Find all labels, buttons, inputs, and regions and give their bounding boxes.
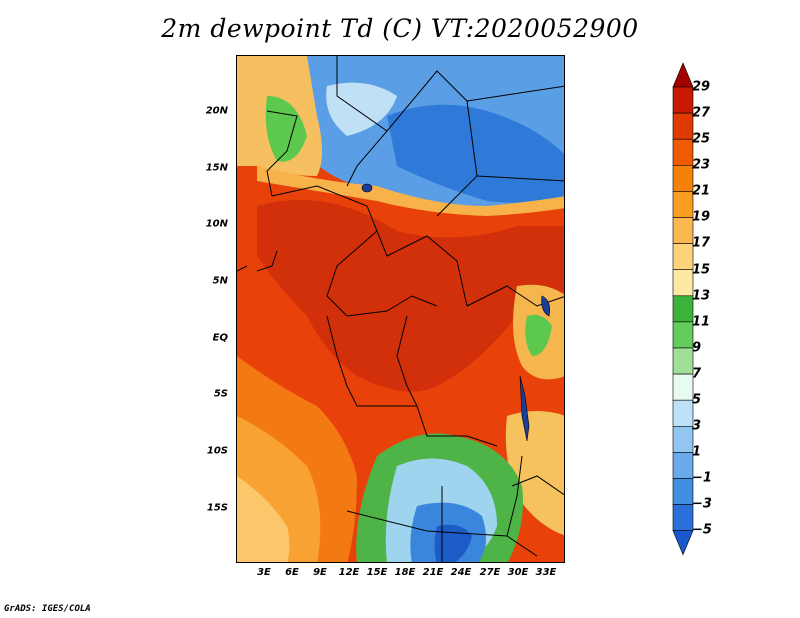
lat-tick-label: 20N [205, 105, 228, 117]
pale-blue-region [326, 82, 397, 136]
colorbar-label: 13 [692, 288, 711, 304]
lat-tick-label: 15S [206, 502, 228, 514]
colorbar-label: 29 [692, 79, 711, 95]
colorbar-segment [672, 295, 694, 323]
colorbar-segment [672, 112, 694, 140]
colorbar-label: 9 [692, 340, 702, 356]
colorbar-label: 3 [692, 418, 702, 434]
lat-tick-label: 10S [206, 445, 228, 457]
colorbar-segment [672, 191, 694, 218]
lakes [361, 183, 550, 442]
lon-tick-label: 27E [479, 567, 501, 578]
colorbar-segment [672, 399, 694, 427]
colorbar-label: 19 [692, 209, 711, 225]
lon-tick-label: 12E [338, 567, 360, 578]
colorbar-segment [672, 373, 694, 401]
colorbar-label: −3 [692, 496, 712, 512]
colorbar-label: 5 [692, 392, 702, 408]
lon-tick-label: 30E [507, 567, 529, 578]
colorbar-label: 23 [692, 157, 711, 173]
dewpoint-map [236, 55, 565, 563]
colorbar-segment [672, 452, 694, 479]
credit-text: GrADS: IGES/COLA [4, 604, 91, 614]
colorbar-top-arrow [672, 62, 694, 88]
colorbar-label: −1 [692, 470, 712, 486]
lat-tick-label: 10N [205, 218, 228, 230]
lat-tick-label: 5N [212, 275, 228, 287]
colorbar-label: 11 [692, 314, 711, 330]
lon-tick-label: 3E [257, 567, 271, 578]
lon-tick-label: 6E [285, 567, 299, 578]
colorbar-segment [672, 478, 694, 505]
southern-driest-core [434, 524, 472, 562]
country-borders [237, 56, 564, 562]
colorbar-label: 15 [692, 262, 711, 278]
colorbar-label: 17 [692, 235, 711, 251]
lon-tick-label: 18E [394, 567, 416, 578]
se-moist-region [505, 411, 564, 536]
sahel-transition [257, 166, 564, 216]
lon-tick-label: 24E [450, 567, 472, 578]
colorbar-segment [672, 425, 694, 453]
colorbar [672, 62, 694, 556]
colorbar-segment [672, 504, 694, 532]
colorbar-label: 27 [692, 105, 711, 121]
pale-band [237, 476, 290, 562]
colorbar-segment [672, 217, 694, 244]
lat-tick-label: 5S [213, 388, 228, 400]
colorbar-segment [672, 86, 694, 114]
chart-title: 2m dewpoint Td (C) VT:2020052900 [161, 14, 639, 43]
colorbar-segment [672, 321, 694, 349]
colorbar-segment [672, 347, 694, 375]
colorbar-label: −5 [692, 522, 712, 538]
lon-tick-label: 33E [535, 567, 557, 578]
lat-tick-label: 15N [205, 162, 228, 174]
dewpoint-field [237, 56, 564, 562]
colorbar-segment [672, 165, 694, 192]
colorbar-label: 21 [692, 183, 711, 199]
lon-tick-label: 9E [313, 567, 327, 578]
lon-tick-label: 21E [422, 567, 444, 578]
colorbar-label: 1 [692, 444, 702, 460]
colorbar-label: 7 [692, 366, 702, 382]
colorbar-segment [672, 243, 694, 271]
colorbar-bottom-arrow [672, 530, 694, 556]
colorbar-label: 25 [692, 131, 711, 147]
colorbar-segment [672, 269, 694, 297]
colorbar-segment [672, 138, 694, 166]
lake-region-green [525, 314, 552, 356]
lon-tick-label: 15E [366, 567, 388, 578]
lat-tick-label: EQ [212, 332, 228, 344]
